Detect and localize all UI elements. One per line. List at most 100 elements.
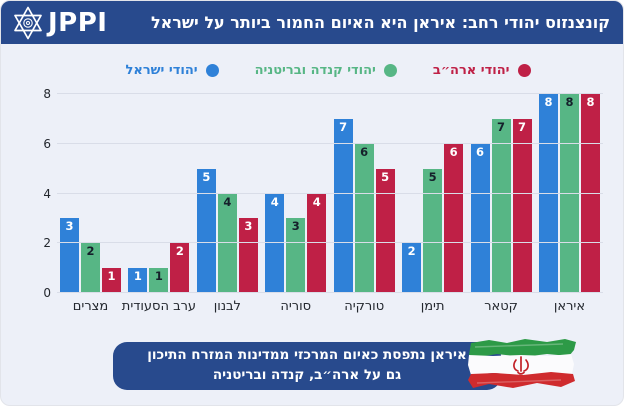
- bar: 2: [170, 243, 190, 293]
- bar-value-label: 5: [381, 169, 390, 184]
- legend-item: יהודי קנדה ובריטניה: [255, 63, 397, 78]
- x-axis-label-text: קטאר: [484, 299, 518, 314]
- legend-dot-icon: [205, 63, 219, 77]
- gridline: [57, 142, 603, 144]
- gridline: [57, 192, 603, 194]
- x-axis-label: תימן: [402, 299, 463, 314]
- header-bar: JPPI קונצנזוס יהודי רחב: איראן היא האיום…: [1, 1, 623, 44]
- bar-value-label: 2: [86, 244, 95, 259]
- bar-value-label: 8: [586, 95, 595, 109]
- bar: 2: [402, 243, 422, 293]
- bar: 4: [217, 193, 237, 293]
- bar: 6: [354, 143, 374, 293]
- x-axis-labels: מצרים ערב הסעודית לבנון סוריה טורקיה תימן קטאר…: [57, 299, 603, 314]
- bar-value-label: 7: [339, 119, 348, 134]
- footer: איראן נתפסת כאיום המרכזי ממדינות המזרח ה…: [1, 336, 623, 400]
- x-axis-label: מצרים: [60, 299, 121, 314]
- bar: 1: [128, 268, 148, 293]
- bar-value-label: 8: [565, 95, 574, 109]
- bar: 7: [512, 118, 532, 293]
- legend-label: יהודי ארה״ב: [432, 62, 510, 78]
- x-axis-label-text: לבנון: [213, 299, 241, 314]
- bar-value-label: 7: [497, 119, 506, 134]
- bar: 3: [60, 218, 79, 293]
- bar-value-label: 4: [312, 194, 321, 209]
- gridline: [57, 242, 603, 244]
- bar: 5: [423, 168, 443, 293]
- bar-value-label: 3: [65, 219, 74, 234]
- bar: 8: [538, 94, 558, 293]
- x-axis-label: טורקיה: [334, 299, 395, 314]
- bar-value-label: 6: [449, 144, 458, 159]
- gridline: [57, 93, 603, 94]
- bar: 5: [196, 168, 216, 293]
- bar: 4: [307, 193, 327, 293]
- bar-value-label: 4: [270, 194, 279, 209]
- legend-item: יהודי ארה״ב: [433, 63, 531, 78]
- bar-value-label: 1: [107, 269, 116, 284]
- x-axis-label: איראן: [539, 299, 600, 314]
- legend-item: יהודי ישראל: [126, 63, 219, 78]
- bar: 8: [559, 94, 579, 293]
- x-axis-label-text: סוריה: [280, 299, 312, 314]
- legend-dot-icon: [517, 63, 531, 77]
- bar: 7: [333, 118, 353, 293]
- bar: 3: [286, 218, 306, 293]
- jppi-logo: JPPI: [1, 5, 107, 41]
- bar: 6: [444, 143, 464, 293]
- gridline: [57, 292, 603, 293]
- bar: 8: [580, 94, 600, 293]
- bar-value-label: 8: [544, 95, 553, 109]
- bar-value-label: 5: [202, 169, 211, 184]
- y-tick-label: 2: [43, 236, 51, 251]
- y-tick-label: 6: [43, 136, 51, 151]
- annotation-box: איראן נתפסת כאיום המרכזי ממדינות המזרח ה…: [113, 342, 501, 390]
- bar: 3: [238, 218, 258, 293]
- x-axis-label-text: תימן: [420, 299, 445, 314]
- bar-value-label: 3: [244, 219, 253, 234]
- x-axis-label: לבנון: [197, 299, 258, 314]
- bar-value-label: 3: [291, 219, 300, 234]
- annotation-line2: גם על ארה״ב, קנדה ובריטניה: [212, 367, 402, 383]
- bar: 1: [149, 268, 169, 293]
- bar: 1: [102, 268, 121, 293]
- legend-dot-icon: [383, 63, 397, 77]
- bar-value-label: 4: [223, 194, 232, 209]
- bar: 2: [81, 243, 100, 293]
- bar-value-label: 1: [133, 269, 142, 284]
- legend-label: יהודי קנדה ובריטניה: [254, 62, 376, 78]
- bar: 5: [375, 168, 395, 293]
- x-axis-label-text: ערב הסעודית: [121, 299, 197, 314]
- y-tick-label: 4: [43, 186, 51, 201]
- bar-value-label: 7: [518, 119, 527, 134]
- bar-value-label: 6: [476, 144, 485, 159]
- x-axis-label: סוריה: [265, 299, 326, 314]
- bar-value-label: 5: [428, 169, 437, 184]
- bar-value-label: 6: [360, 144, 369, 159]
- bar-value-label: 2: [407, 244, 416, 259]
- iran-emblem-icon: [513, 356, 529, 375]
- star-of-david-icon: [14, 6, 42, 39]
- x-axis-label: קטאר: [471, 299, 532, 314]
- iran-flag-icon: [468, 339, 576, 388]
- x-axis-label-text: איראן: [553, 299, 586, 314]
- bar-value-label: 2: [175, 244, 184, 259]
- page-title: קונצנזוס יהודי רחב: איראן היא האיום החמו…: [150, 13, 610, 32]
- x-axis-label: ערב הסעודית: [122, 299, 196, 314]
- y-tick-label: 0: [43, 286, 51, 300]
- bar: 7: [491, 118, 511, 293]
- x-axis-label-text: טורקיה: [344, 299, 385, 314]
- annotation-line1: איראן נתפסת כאיום המרכזי ממדינות המזרח ה…: [147, 347, 467, 364]
- bar: 4: [265, 193, 285, 293]
